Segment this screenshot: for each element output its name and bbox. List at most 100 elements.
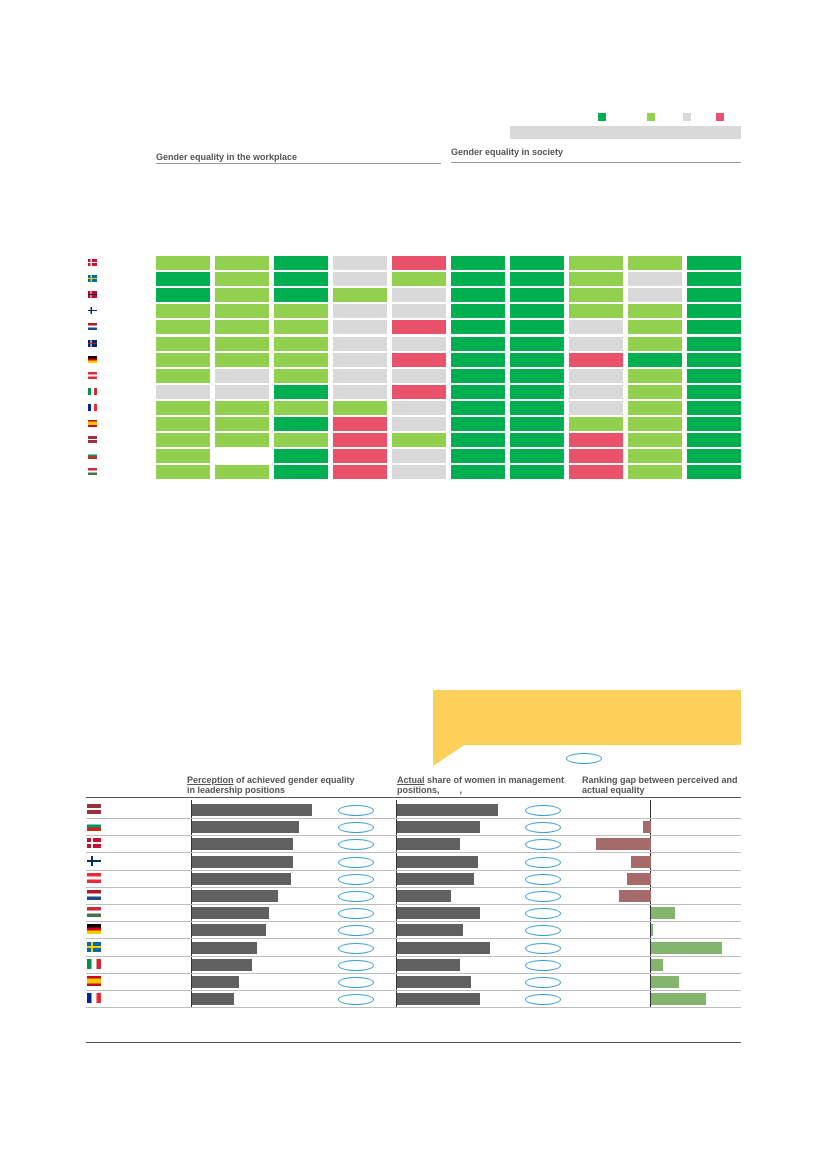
heatmap-cell: [569, 256, 623, 270]
heatmap-cell: [333, 256, 387, 270]
heatmap-cell: [628, 288, 682, 303]
legend-swatch-grey: [683, 113, 691, 121]
legend-swatch-dark-green: [598, 113, 606, 121]
heatmap-cell: [215, 449, 269, 464]
italy-flag: [87, 958, 101, 969]
heatmap-cell: [451, 417, 505, 431]
heatmap-cell: [333, 304, 387, 319]
actual-value-ellipse: [525, 959, 561, 971]
perception-bar: [192, 993, 234, 1006]
heatmap-cell: [274, 320, 328, 335]
heatmap-cell: [569, 449, 623, 464]
heatmap-cell: [569, 320, 623, 335]
actual-bar: [397, 804, 498, 816]
heatmap-cell: [392, 320, 446, 335]
gap-bar-positive: [651, 976, 679, 988]
austria-flag: [88, 371, 97, 379]
heatmap-cell: [392, 400, 446, 415]
heatmap-cell: [215, 256, 269, 270]
actual-bar: [397, 821, 480, 834]
heatmap-cell: [333, 433, 387, 448]
heatmap-cell: [392, 288, 446, 303]
heatmap-cell: [274, 352, 328, 367]
heatmap-cell: [333, 272, 387, 287]
heatmap-cell: [215, 368, 269, 383]
actual-bar: [397, 855, 478, 868]
perception-value-ellipse: [338, 822, 374, 834]
heatmap-cell: [687, 352, 741, 367]
heatmap-cell: [333, 417, 387, 431]
heatmap-cell: [569, 384, 623, 399]
heatmap-cell: [392, 384, 446, 399]
spain-flag: [88, 420, 97, 427]
sweden-flag: [88, 275, 97, 283]
heatmap-cell: [333, 352, 387, 367]
uk-flag: [88, 339, 97, 347]
heatmap-cell: [392, 256, 446, 270]
heatmap-cell: [156, 368, 210, 383]
heatmap-cell: [569, 433, 623, 448]
row-separator: [86, 921, 741, 923]
heatmap-cell: [156, 304, 210, 319]
heatmap-cell: [215, 352, 269, 367]
perception-value-ellipse: [338, 839, 374, 851]
callout-pointer: [433, 744, 466, 766]
heatmap-cell: [451, 336, 505, 351]
heatmap-cell: [333, 400, 387, 415]
hungary-flag: [88, 468, 97, 476]
heatmap-cell: [274, 449, 328, 464]
perception-value-ellipse: [338, 805, 374, 816]
gap-bar-negative: [631, 855, 651, 868]
heatmap-cell: [687, 256, 741, 270]
actual-value-ellipse: [525, 873, 561, 885]
heatmap-cell: [628, 384, 682, 399]
heatmap-cell: [687, 465, 741, 480]
actual-title-rest: share of women in management: [424, 775, 565, 785]
heatmap-cell: [451, 384, 505, 399]
heatmap-cell: [510, 400, 564, 415]
actual-bar: [397, 924, 463, 937]
heatmap-cell: [274, 433, 328, 448]
perception-value-ellipse: [338, 856, 374, 868]
heatmap-cell: [451, 288, 505, 303]
heatmap-cell: [628, 465, 682, 480]
heatmap-cell: [392, 336, 446, 351]
heatmap-cell: [392, 433, 446, 448]
actual-value-ellipse: [525, 994, 561, 1006]
perception-value-ellipse: [338, 891, 374, 902]
heatmap-cell: [451, 433, 505, 448]
heatmap-cell: [451, 352, 505, 367]
heatmap-cell: [510, 417, 564, 431]
heatmap-cell: [215, 465, 269, 480]
row-separator: [86, 955, 741, 957]
heatmap-cell: [451, 304, 505, 319]
heatmap-cell: [687, 400, 741, 415]
heatmap-cell: [569, 352, 623, 367]
row-separator: [86, 990, 741, 991]
germany-flag: [87, 924, 101, 935]
heatmap-cell: [215, 320, 269, 335]
perception-bar: [192, 924, 266, 937]
heatmap-cell: [628, 352, 682, 367]
heatmap-cell: [333, 449, 387, 464]
perception-bar: [192, 872, 291, 885]
heatmap-cell: [628, 400, 682, 415]
france-flag: [87, 993, 101, 1004]
sweden-flag: [87, 941, 101, 952]
gap-bar-negative: [643, 821, 651, 834]
perception-bar: [192, 941, 257, 954]
perception-value-ellipse: [338, 994, 374, 1006]
perception-bar: [192, 804, 312, 816]
actual-value-ellipse: [525, 805, 561, 816]
actual-value-ellipse: [525, 942, 561, 954]
society-group-rule: [451, 162, 741, 163]
heatmap-cell: [333, 320, 387, 335]
actual-title-underlined: Actual: [397, 775, 425, 785]
callout-box: [433, 690, 741, 745]
heatmap-cell: [628, 433, 682, 448]
perception-value-ellipse: [338, 925, 374, 937]
row-separator: [86, 972, 741, 974]
actual-bar: [397, 941, 490, 954]
heatmap-cell: [451, 400, 505, 415]
gap-bar-positive: [651, 907, 675, 920]
